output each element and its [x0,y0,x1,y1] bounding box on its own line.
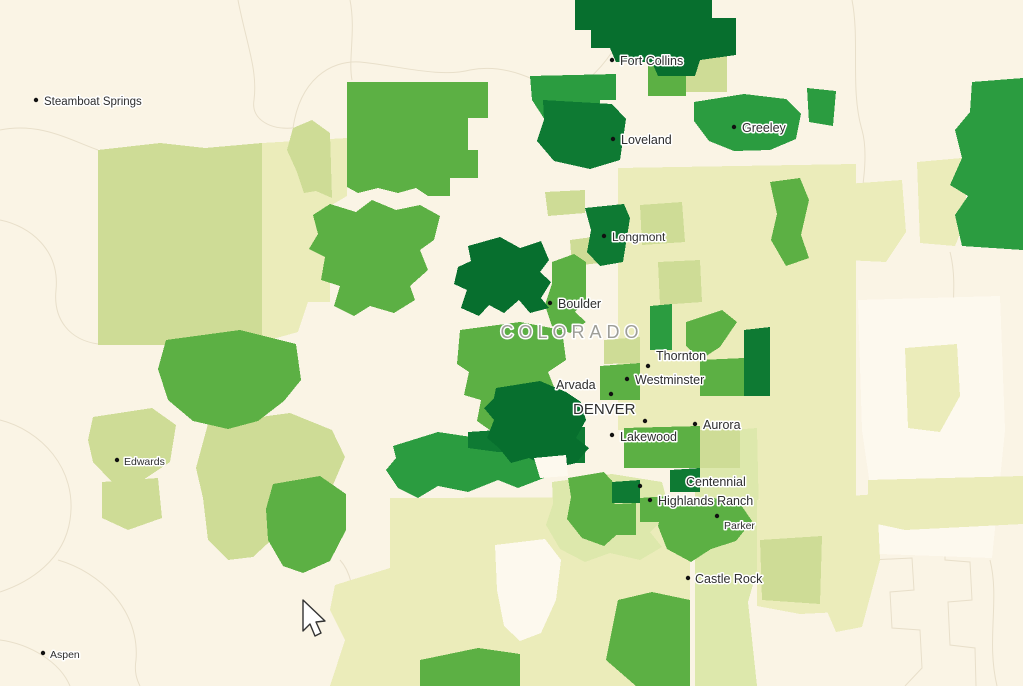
map-region-dark[interactable] [744,327,770,396]
map-region-strong[interactable] [694,94,801,151]
map-region-medium[interactable] [266,476,346,573]
map-region-darkest[interactable] [454,237,551,316]
city-dot-thornton [645,363,651,369]
map-region-light[interactable] [700,428,740,468]
map-region-light[interactable] [658,260,702,305]
map-region-medium[interactable] [545,254,586,333]
city-dot-edwards [114,457,120,463]
city-dot-greeley [731,124,737,130]
map-region-strong[interactable] [950,78,1023,250]
city-dot-loveland [610,136,616,142]
map-region-light[interactable] [196,413,345,560]
map-region-light[interactable] [88,408,176,482]
city-dot-aspen [40,650,46,656]
map-region-medium[interactable] [686,310,737,360]
city-dot-castle-rock [685,575,691,581]
city-dot-arvada [608,391,614,397]
city-dot-steamboat-springs [33,97,39,103]
map-region-medium[interactable] [420,648,520,686]
map-region-medium[interactable] [158,330,301,429]
map-region-medium[interactable] [770,178,809,266]
city-dot-westminster [624,376,630,382]
map-region-light[interactable] [640,202,685,245]
map-region-light[interactable] [287,120,332,198]
map-region-medium[interactable] [606,592,690,686]
city-dot-lakewood [609,432,615,438]
map-region-medium[interactable] [624,426,700,468]
map-region-light[interactable] [98,143,262,345]
map-region-darkest[interactable] [575,0,736,76]
city-dot-highlands-ranch [647,497,653,503]
map-region-medium[interactable] [309,200,440,316]
city-dot-parker [714,513,720,519]
city-dot-boulder [547,300,553,306]
map-region-dark[interactable] [670,468,700,492]
map-region-medium[interactable] [700,358,744,396]
map-region-strong[interactable] [807,88,836,126]
map-region-pale[interactable] [905,344,960,432]
map-region-light[interactable] [102,478,162,530]
map-region-medium[interactable] [600,363,640,400]
map-region-light[interactable] [604,337,640,364]
map-region-light[interactable] [545,190,585,216]
map-region-medium[interactable] [585,480,612,505]
map-region-pale[interactable] [868,476,1023,530]
map-region-darkest[interactable] [484,381,589,469]
map-region-dark[interactable] [537,100,626,169]
city-dot-centennial [637,483,643,489]
map-region-medium[interactable] [600,503,636,535]
map-region-medium[interactable] [640,496,668,522]
map-region-medium[interactable] [658,497,752,562]
map-region-strong[interactable] [650,304,672,350]
map-region-medium[interactable] [347,82,488,196]
map-region-pale[interactable] [830,180,906,262]
map-region-dark[interactable] [585,204,630,266]
map-region-light[interactable] [760,536,822,604]
map-region-dark[interactable] [612,480,640,503]
city-dot-longmont [601,233,607,239]
map-region-base_light[interactable] [495,539,561,641]
mouse-cursor [302,599,326,637]
city-dot-aurora [692,421,698,427]
city-dot-fort-collins [609,57,615,63]
city-dot-denver [642,418,648,424]
map-region-light_yellow[interactable] [695,428,760,686]
map-region-base_light[interactable] [534,455,568,478]
